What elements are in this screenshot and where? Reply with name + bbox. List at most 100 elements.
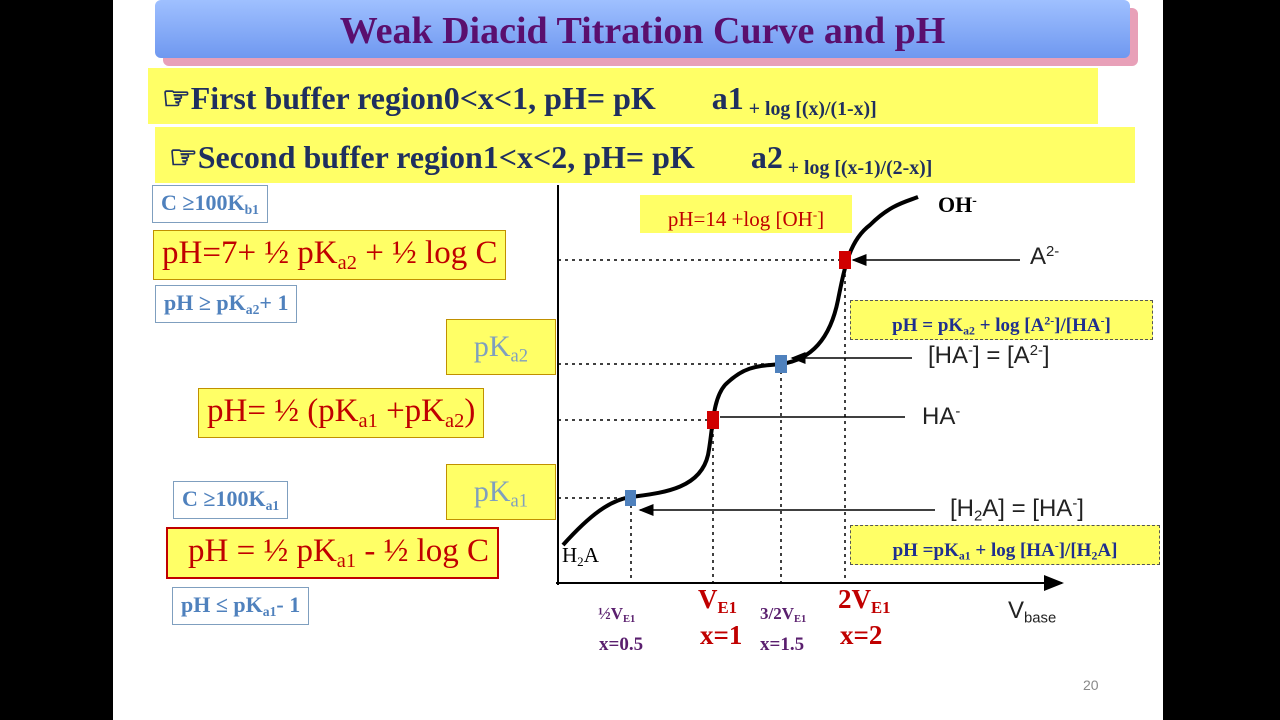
species-label: OH- (938, 192, 977, 218)
text-part: ]/[H (1058, 540, 1092, 562)
condition-note: C ≥100Kb1 (152, 185, 268, 224)
text-part: 2 (577, 553, 584, 569)
text: [H2A] = [HA-] (950, 495, 1084, 525)
text-part: A] (1097, 540, 1118, 562)
text-part: pH = ½ pK (188, 533, 337, 569)
title-bar: Weak Diacid Titration Curve and pH (155, 0, 1130, 58)
text-part: a1 (510, 490, 529, 512)
text-part: ]/[HA (1054, 315, 1101, 337)
text-part: 3/2V (760, 604, 794, 623)
text-part: ) (464, 393, 476, 429)
text-part: ] (1042, 342, 1050, 369)
text-part: ] (1077, 495, 1084, 522)
text-part: E1 (794, 614, 807, 626)
text-part: - (955, 403, 961, 420)
text-part: + ½ log C (356, 235, 498, 271)
text-part: a1 (711, 80, 744, 116)
text-part: a1 (958, 550, 971, 563)
text: pH ≤ pKa1- 1 (181, 592, 300, 620)
text-part: [HA (928, 342, 969, 369)
pka-box: pKa1 (446, 464, 556, 520)
text-part: - (1100, 315, 1105, 328)
text-part: pK (473, 330, 511, 363)
text: VE1 (698, 584, 737, 617)
text: pH = pKa2 + log [A2-]/[HA-] (892, 315, 1111, 338)
text-part: +pK (377, 393, 446, 429)
text-part: pH=14 +log [OH (667, 207, 813, 232)
text-part: V (698, 584, 718, 614)
formula-box: pH= ½ (pKa1 +pKa2) (198, 388, 485, 439)
text-part: HA (922, 403, 956, 430)
text: C ≥100Kb1 (161, 190, 259, 217)
text-part: - (812, 207, 818, 222)
text-part: OH (938, 192, 973, 217)
species-label: H2A (562, 543, 599, 570)
text-part: a1 (336, 550, 357, 573)
text-part: A (1030, 243, 1047, 270)
text: pH =pKa1 + log [HA-]/[H2A] (893, 540, 1118, 563)
text-part: E1 (623, 614, 636, 626)
text-part: V (1008, 597, 1025, 624)
text-part: + log [(x-1)/(2-x)] (782, 156, 933, 179)
text-part: 2- (1029, 342, 1043, 359)
text: C ≥100Ka1 (182, 486, 280, 514)
text: pH=14 +log [OH-] (668, 207, 824, 231)
text-part: + 1 (259, 290, 289, 315)
text: Vbase (1008, 597, 1057, 627)
text-part: H (562, 543, 578, 567)
text: ☞Second buffer region1<x<2, pH= pK a2 + l… (169, 139, 932, 179)
equation-box: pH = pKa2 + log [A2-]/[HA-] (850, 300, 1153, 340)
text-part: pH = pK (892, 315, 964, 337)
text-part: [H (950, 495, 974, 522)
text-part: + log [A (974, 315, 1045, 337)
condition-note: pH ≤ pKa1- 1 (172, 587, 310, 626)
guide-lines (558, 259, 846, 583)
species-label: A2- (1030, 243, 1059, 271)
text-part: - (1054, 540, 1059, 553)
text: pH= ½ (pKa1 +pKa2) (207, 393, 476, 433)
text: ½VE1 (598, 604, 636, 626)
x-value: x=1 (700, 620, 743, 650)
text-part: - ½ log C (356, 533, 489, 569)
x-value: x=2 (840, 620, 883, 650)
text: 3/2VE1 (760, 604, 807, 626)
text: A2- (1030, 243, 1059, 270)
formula-box: pH=7+ ½ pKa2 + ½ log C (153, 230, 507, 281)
x-value: x=1.5 (760, 634, 805, 655)
text: [HA-] = [A2-] (928, 342, 1050, 369)
text-part: 2V (838, 584, 871, 614)
text-part: 2- (1046, 243, 1060, 260)
text-part: pK (473, 475, 511, 508)
text-part: base (1024, 610, 1057, 627)
text-part: a1 (358, 410, 378, 433)
condition-note: C ≥100Ka1 (173, 481, 289, 520)
text-part: a1 (265, 498, 280, 514)
equation-box: pH =pKa1 + log [HA-]/[H2A] (850, 525, 1160, 565)
species-label: [H2A] = [HA-] (950, 495, 1084, 524)
text-part: E1 (871, 598, 891, 618)
text-part: + log [(x)/(1-x)] (743, 97, 877, 120)
text-part: a2 (245, 302, 260, 318)
text-part: a2 (337, 252, 357, 275)
equivalence-point (839, 251, 851, 269)
text: ☞First buffer region0<x<1, pH= pK a1 + lo… (162, 80, 877, 120)
arrows (638, 254, 1020, 516)
species-label: HA- (922, 403, 960, 431)
x-label: 3/2VE1 (760, 604, 806, 625)
text-part: 2 (974, 508, 983, 525)
text-part: pH= ½ (pK (207, 393, 359, 429)
text: 2VE1 (838, 584, 891, 618)
text-part: a1 (262, 604, 277, 620)
text: OH- (938, 192, 977, 217)
page-number: 20 (1083, 677, 1099, 693)
text-part: A] = [HA (982, 495, 1073, 522)
text-part: 2 (1091, 550, 1098, 563)
text-part: - (972, 192, 977, 208)
text-part: pH ≥ pK (164, 290, 246, 315)
text-part: a2 (445, 410, 465, 433)
text: pKa2 (473, 330, 528, 367)
text-part: - (1072, 495, 1078, 512)
text-part: 0<x<1, pH= pK (443, 80, 656, 116)
